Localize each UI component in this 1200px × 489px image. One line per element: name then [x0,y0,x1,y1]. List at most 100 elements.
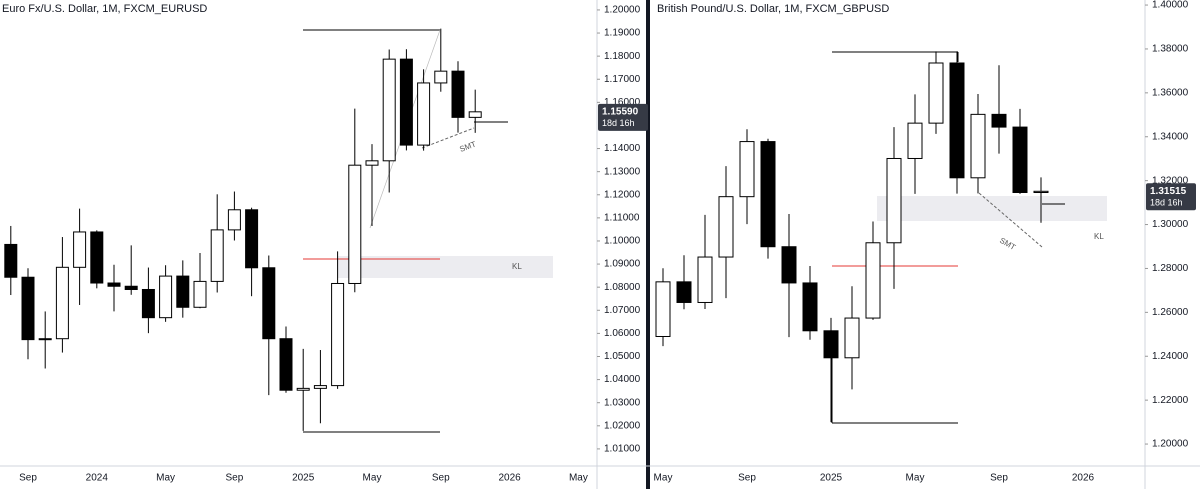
candle-body [348,164,362,284]
left-drawings [303,29,553,433]
candle-body [227,209,241,231]
chart-title: Euro Fx/U.S. Dollar, 1M, FXCM_EURUSD [2,3,207,15]
y-tick-label: 1.38000 [1152,44,1189,55]
candle-body [176,275,190,308]
x-tick-label: 2025 [292,473,315,484]
y-tick-label: 1.30000 [1152,219,1189,230]
y-tick-label: 1.08000 [604,282,641,293]
y-tick-label: 1.16000 [604,97,641,108]
y-tick-label: 1.28000 [1152,263,1189,274]
candle-body [1012,126,1028,194]
candle-body [210,229,224,282]
y-tick-label: 1.36000 [1152,87,1189,98]
y-tick-label: 1.03000 [604,397,641,408]
y-tick-label: 1.06000 [604,328,641,339]
candle-body [781,246,797,284]
y-tick-label: 1.20000 [604,5,641,16]
y-tick-label: 1.26000 [1152,307,1189,318]
candle-body [823,330,839,359]
candle-body [279,338,293,391]
y-tick-label: 1.10000 [604,236,641,247]
candle-body [928,62,944,124]
candle-body [107,282,121,287]
x-tick-label: Sep [19,473,37,484]
y-tick-label: 1.02000 [604,420,641,431]
y-tick-label: 1.09000 [604,259,641,270]
candle-body [886,157,902,244]
y-tick-label: 1.20000 [1152,439,1189,450]
y-tick-label: 1.07000 [604,305,641,316]
y-tick-label: 1.01000 [604,444,641,455]
y-tick-label: 1.40000 [1152,0,1189,11]
y-tick-label: 1.18000 [604,51,641,62]
candle-body [417,82,431,146]
candle-body [21,276,35,341]
candle-body [865,242,881,319]
price-label: 1.31515 [1150,186,1187,197]
candle-body [991,113,1007,128]
kl-label: KL [512,262,522,271]
candle-body [970,113,986,179]
smt-line [978,192,1043,248]
smt-label: SMT [998,236,1017,252]
candle-body [73,231,87,268]
divider [646,0,650,489]
y-tick-label: 1.11000 [604,213,640,224]
candle-body [90,231,104,284]
candle-body [382,58,396,162]
candle-body [718,196,734,258]
candle-body [124,285,138,290]
price-box [1146,183,1196,211]
candle-body [802,282,818,332]
y-tick-label: 1.19000 [604,28,641,39]
y-tick-label: 1.22000 [1152,395,1189,406]
kl-label: KL [1094,232,1104,241]
candle-body [1033,190,1049,194]
price-box [598,103,648,131]
candle-body [159,275,173,319]
y-tick-label: 1.05000 [604,351,641,362]
kl-zone [338,256,553,278]
y-tick-label: 1.32000 [1152,175,1189,186]
candle-body [907,122,923,159]
x-tick-label: Sep [432,473,450,484]
candle-body [313,385,327,389]
candle-body [399,58,413,146]
candle-body [38,338,52,341]
x-tick-label: May [654,473,673,484]
candle-body [141,288,155,319]
candle-body [193,280,207,308]
x-tick-label: Sep [990,473,1008,484]
candle-body [365,160,379,166]
smt-line [421,127,475,149]
candle-body [451,70,465,118]
price-label: 1.15590 [602,106,639,117]
candle-body [55,266,69,340]
countdown-label: 18d 16h [602,118,635,128]
candle-body [676,281,692,303]
candle-body [949,62,965,179]
x-tick-label: 2025 [820,473,843,484]
kl-zone [877,196,1107,221]
y-tick-label: 1.34000 [1152,131,1189,142]
candle-body [760,141,776,248]
candle-body [697,256,713,303]
x-tick-label: 2024 [86,473,109,484]
x-tick-label: May [906,473,925,484]
candle-body [434,70,448,84]
candle-body [262,267,276,340]
right-drawings [831,51,1107,424]
x-tick-label: May [363,473,382,484]
x-tick-label: Sep [226,473,244,484]
countdown-label: 18d 16h [1150,198,1183,208]
candle-body [4,243,18,278]
y-tick-label: 1.14000 [604,143,641,154]
x-tick-label: May [569,473,588,484]
candle-body [296,387,310,391]
candle-body [739,141,755,198]
x-tick-label: Sep [738,473,756,484]
y-tick-label: 1.12000 [604,189,641,200]
chart-title: British Pound/U.S. Dollar, 1M, FXCM_GBPU… [657,3,889,15]
smt-label: SMT [458,140,477,154]
candle-body [655,281,671,337]
